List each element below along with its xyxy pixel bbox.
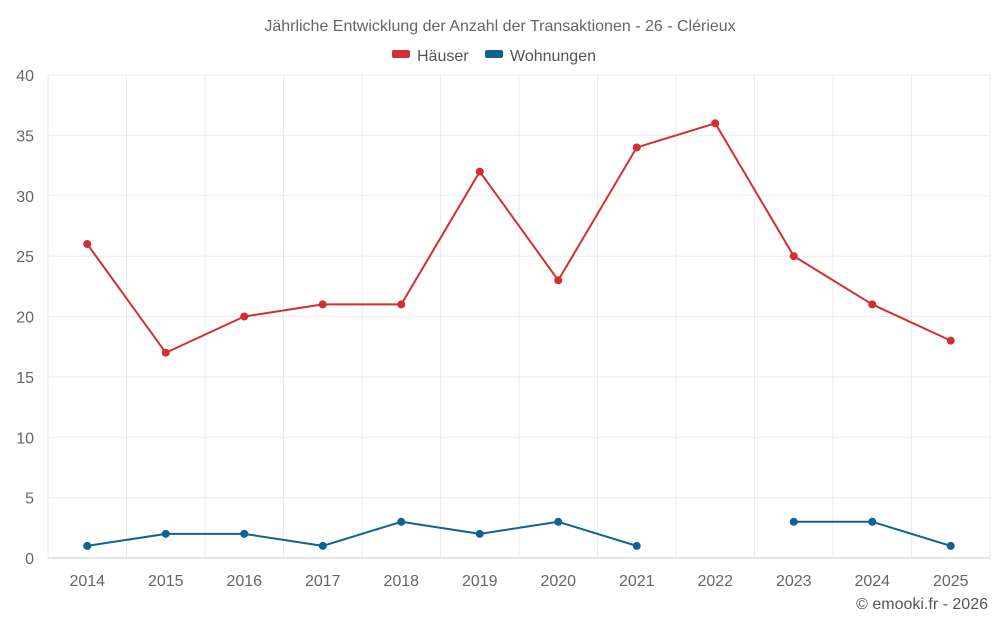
- credit-text: © emooki.fr - 2026: [856, 596, 988, 613]
- y-tick-label: 30: [16, 189, 34, 206]
- y-tick-label: 10: [16, 430, 34, 447]
- x-tick-label: 2020: [540, 573, 576, 590]
- chart-title: Jährliche Entwicklung der Anzahl der Tra…: [264, 18, 735, 35]
- series-häuser: [83, 119, 955, 357]
- y-tick-label: 35: [16, 128, 34, 145]
- data-point[interactable]: [711, 119, 720, 128]
- data-point[interactable]: [318, 541, 327, 550]
- y-tick-label: 25: [16, 249, 34, 266]
- x-tick-label: 2021: [619, 573, 655, 590]
- y-tick-label: 0: [25, 551, 34, 568]
- data-point[interactable]: [161, 529, 170, 538]
- data-point[interactable]: [83, 541, 92, 550]
- data-point[interactable]: [868, 517, 877, 526]
- data-point[interactable]: [554, 517, 563, 526]
- legend-label-haeuser: Häuser: [417, 48, 469, 65]
- data-point[interactable]: [946, 541, 955, 550]
- y-tick-label: 40: [16, 68, 34, 85]
- x-tick-label: 2018: [383, 573, 419, 590]
- legend-item-haeuser[interactable]: Häuser: [392, 48, 469, 65]
- x-tick-label: 2016: [226, 573, 262, 590]
- data-point[interactable]: [240, 312, 249, 321]
- data-point[interactable]: [475, 529, 484, 538]
- data-point[interactable]: [397, 300, 406, 309]
- legend-item-wohnungen[interactable]: Wohnungen: [485, 48, 596, 65]
- y-tick-label: 5: [25, 491, 34, 508]
- x-tick-label: 2017: [305, 573, 341, 590]
- x-tick-label: 2019: [462, 573, 498, 590]
- data-point[interactable]: [318, 300, 327, 309]
- x-tick-label: 2022: [697, 573, 733, 590]
- data-point[interactable]: [632, 541, 641, 550]
- data-point[interactable]: [868, 300, 877, 309]
- series-line: [86, 122, 952, 354]
- data-point[interactable]: [946, 336, 955, 345]
- x-tick-label: 2023: [776, 573, 812, 590]
- data-point[interactable]: [554, 276, 563, 285]
- data-point[interactable]: [789, 252, 798, 261]
- data-point[interactable]: [475, 167, 484, 176]
- x-tick-label: 2025: [933, 573, 969, 590]
- legend-swatch-wohnungen: [485, 50, 503, 58]
- x-tick-label: 2024: [854, 573, 890, 590]
- data-point[interactable]: [397, 517, 406, 526]
- legend-label-wohnungen: Wohnungen: [510, 48, 596, 65]
- y-tick-label: 15: [16, 370, 34, 387]
- data-point[interactable]: [789, 517, 798, 526]
- data-point[interactable]: [83, 240, 92, 249]
- x-tick-label: 2014: [69, 573, 105, 590]
- grid: [47, 74, 991, 559]
- series-wohnungen: [83, 517, 955, 550]
- series-line: [87, 520, 638, 547]
- legend: Häuser Wohnungen: [392, 48, 596, 65]
- legend-swatch-haeuser: [392, 50, 410, 58]
- series: [83, 119, 955, 550]
- data-point[interactable]: [240, 529, 249, 538]
- x-tick-label: 2015: [148, 573, 184, 590]
- data-point[interactable]: [161, 348, 170, 357]
- y-tick-label: 20: [16, 310, 34, 327]
- data-point[interactable]: [632, 143, 641, 152]
